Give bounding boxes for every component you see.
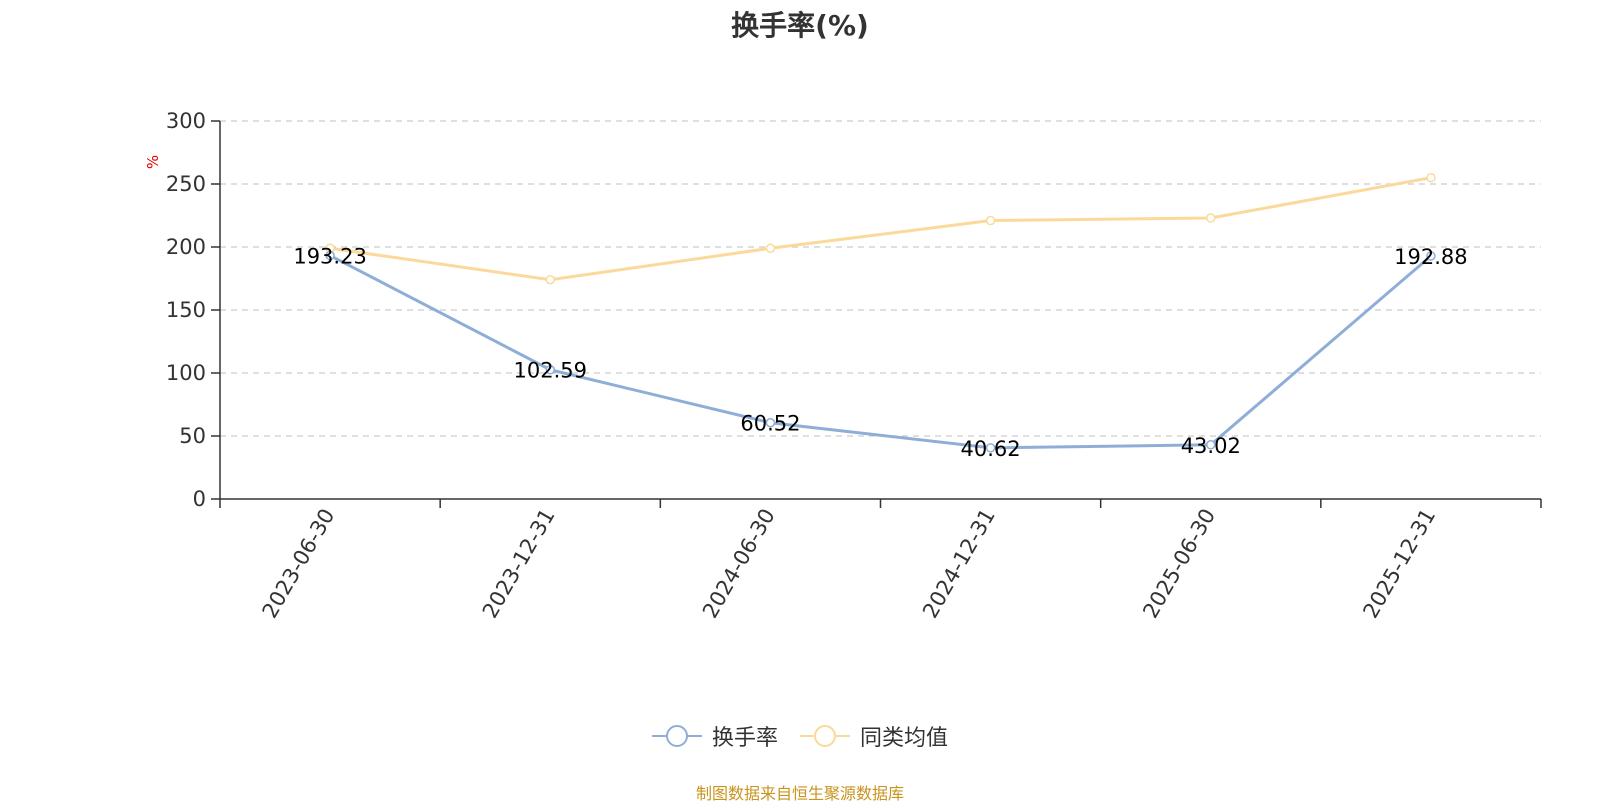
series-point-0 [1426,251,1436,261]
data-labels: 193.23 102.59 60.52 40.62 43.02 192.88 [293,245,1467,461]
data-label: 60.52 [740,412,800,436]
y-tick-label: 250 [166,172,206,196]
data-source-note: 制图数据来自恒生聚源数据库 [695,784,904,803]
x-tick-label: 2023-12-31 [478,505,560,623]
y-tick-label: 150 [166,298,206,322]
legend-item-peer-average[interactable]: 同类均值 [800,720,948,752]
series-point-0 [765,417,776,428]
series-point-0 [1206,440,1216,450]
series-point-1 [1426,172,1436,183]
legend-label-turnover: 换手率 [711,726,778,751]
y-tick-label: 200 [166,235,206,259]
data-label: 40.62 [961,437,1021,461]
x-tick-label: 2024-12-31 [918,504,1000,622]
legend: 换手率 同类均值 [0,720,1600,752]
series-point-0 [325,250,335,261]
legend-circle-icon [651,725,702,747]
line-chart: 0 50 100 150 200 250 300% 2023-06-30 2023-12-31 2… [144,109,1542,623]
data-label: 43.02 [1181,434,1241,458]
axes: 0 50 100 150 200 250 300% 2023-06-30 2023-12-31 2… [144,109,1542,623]
series-point-1 [765,243,776,254]
series-point-0 [985,443,996,453]
legend-circle-icon [800,725,850,747]
x-tick-label: 2023-06-30 [258,505,340,623]
series-line-1 [329,176,1432,282]
series-line-0 [329,254,1432,450]
data-label: 193.23 [293,245,366,269]
y-tick-label: 0 [193,487,206,511]
chart-title: 换手率(%) [731,9,869,42]
data-label: 102.59 [514,359,587,383]
x-tick-label: 2025-12-31 [1358,505,1440,623]
legend-item-turnover[interactable]: 换手率 [651,720,778,752]
series-point-1 [545,275,555,285]
series-point-1 [985,215,996,226]
x-tick-label: 2024-06-30 [698,505,780,623]
x-tick-label: 2025-06-30 [1138,505,1220,623]
series-lines [325,172,1436,453]
y-tick-label: 50 [179,424,206,448]
y-axis-unit: % [144,155,162,169]
data-label: 192.88 [1394,245,1467,269]
series-point-0 [545,364,555,375]
y-tick-label: 300 [166,109,206,133]
legend-label-peer-average: 同类均值 [860,726,949,751]
y-tick-label: 100 [166,361,206,385]
series-point-1 [1206,213,1216,223]
grid-lines [220,120,1541,437]
